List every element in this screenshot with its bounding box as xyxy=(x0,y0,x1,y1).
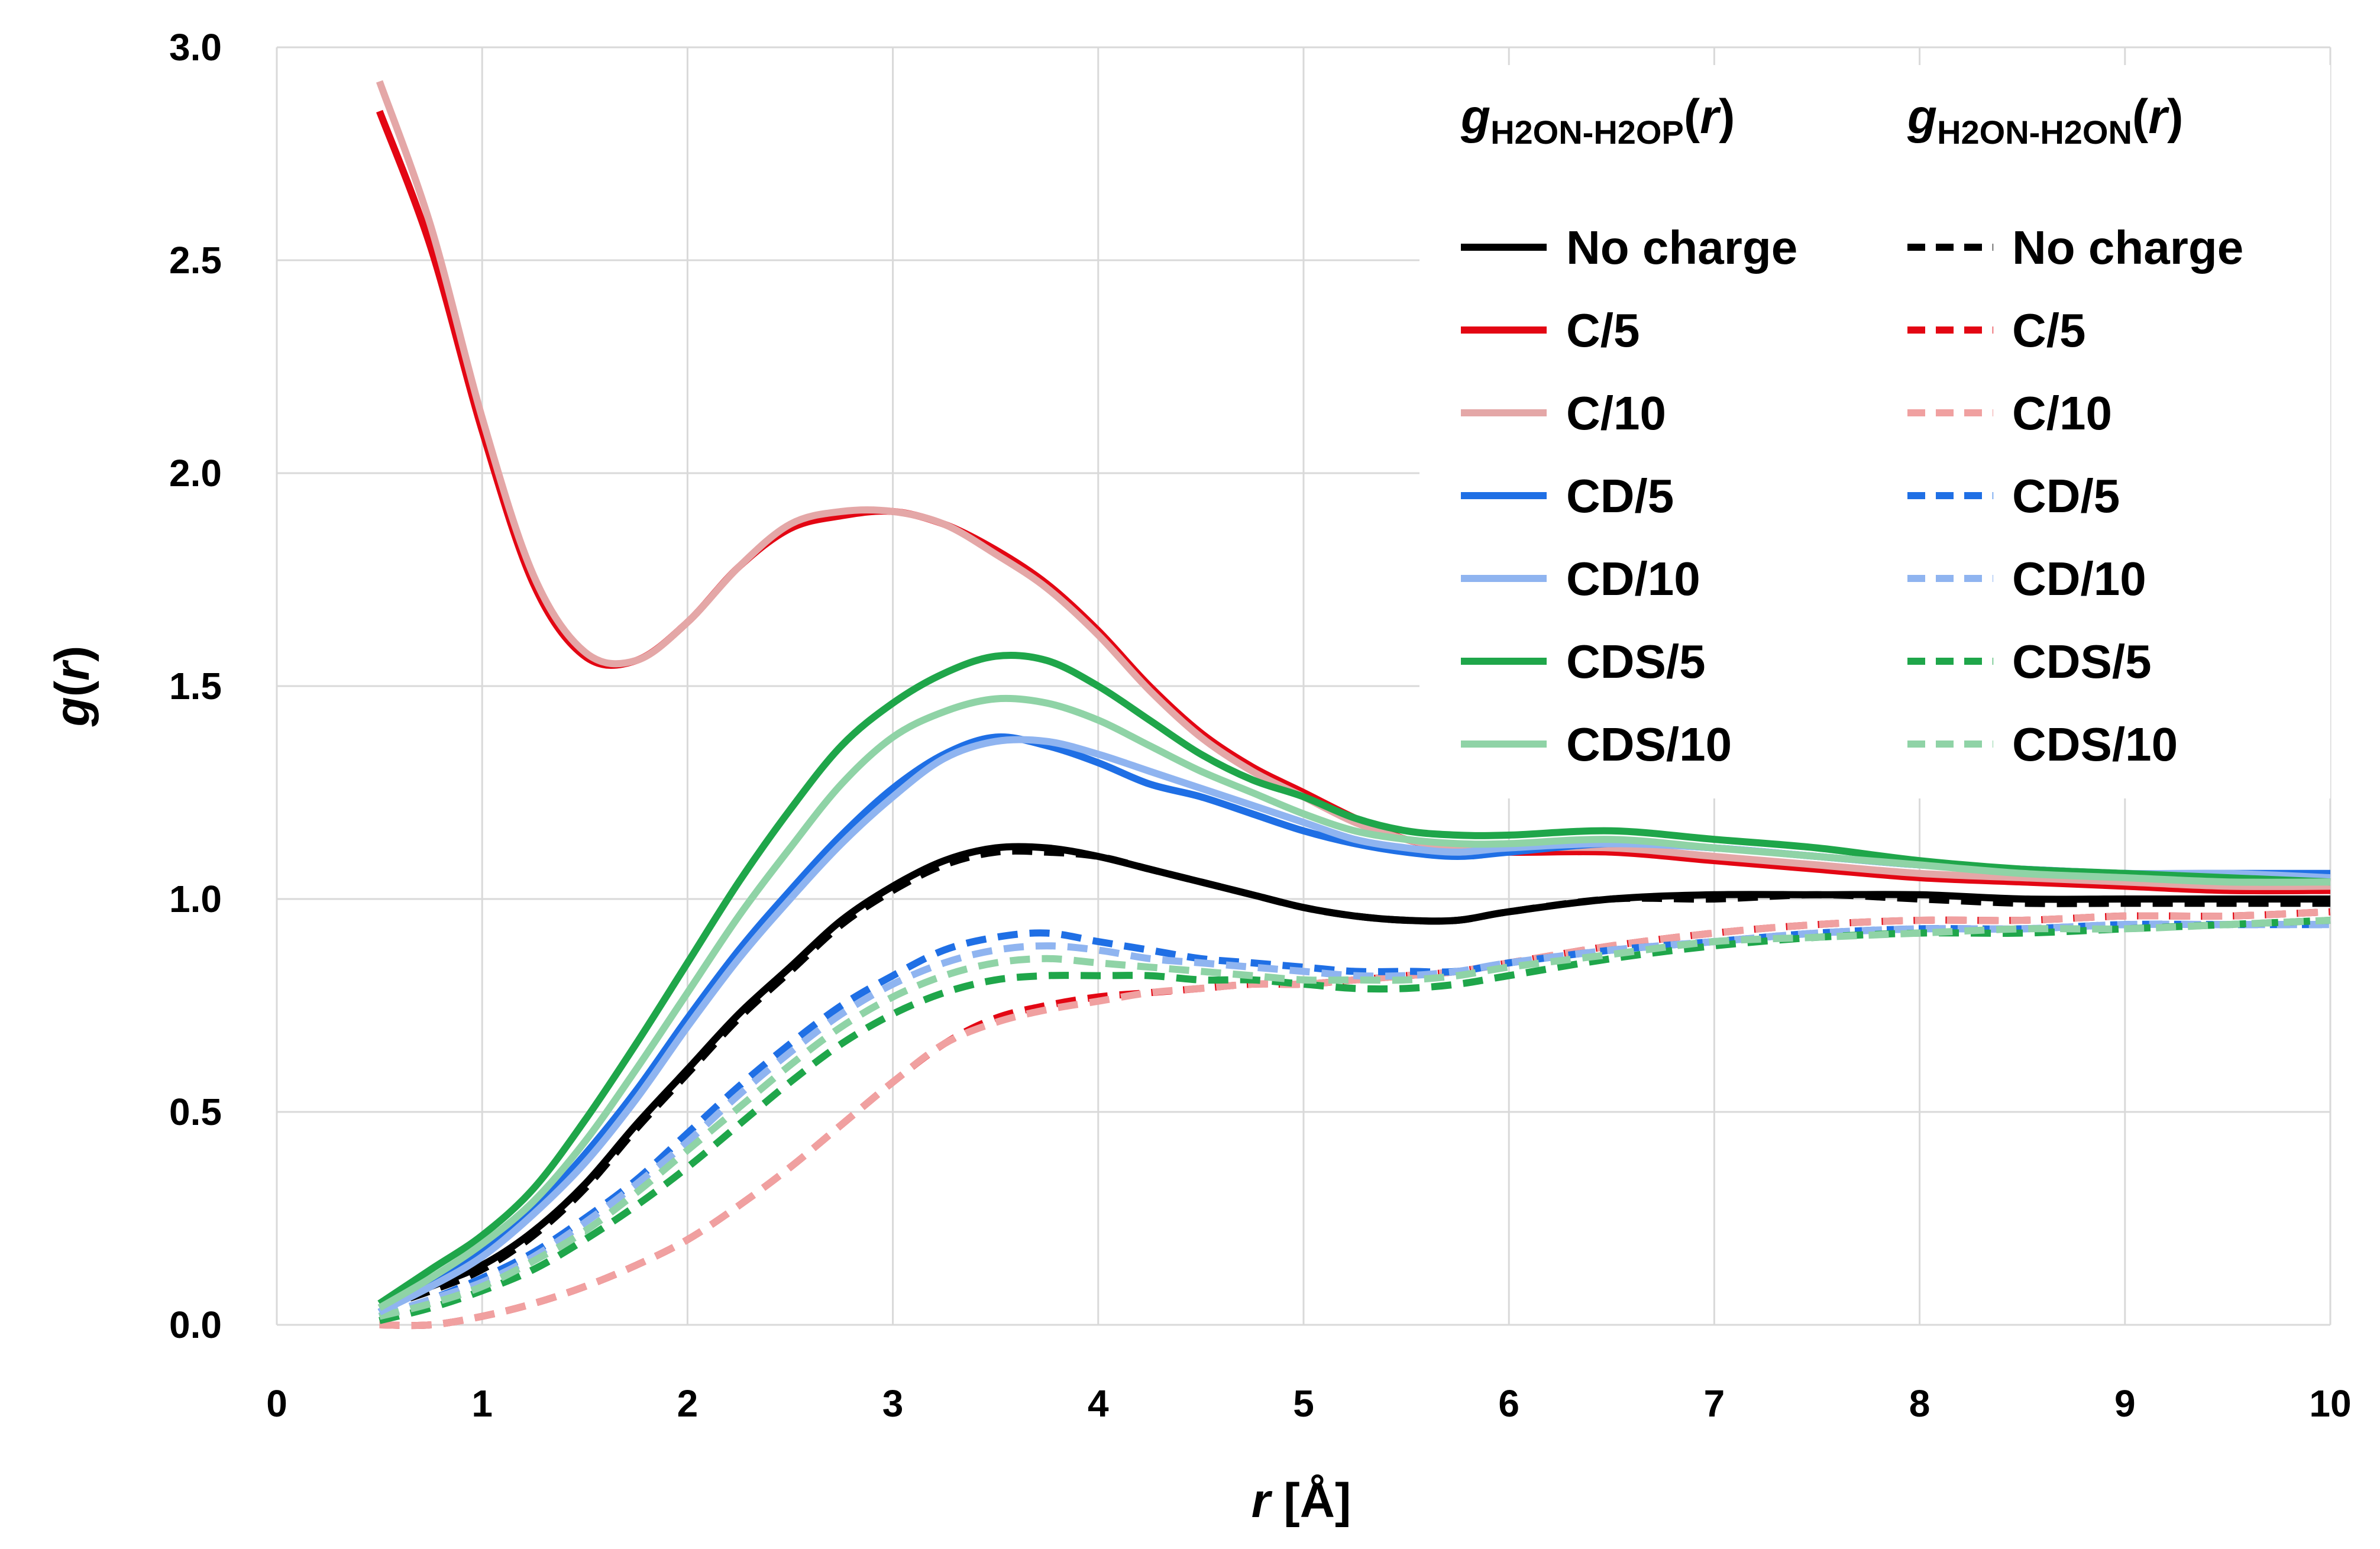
legend-label-h2op-1: C/5 xyxy=(1566,304,1640,357)
legend-backdrop xyxy=(1419,65,2330,798)
legend-label-h2on-0: No charge xyxy=(2012,221,2243,274)
x-tick-label-10: 10 xyxy=(2309,1382,2351,1425)
y-tick-label-0: 0.0 xyxy=(169,1304,222,1346)
series-line-h2on-h2on-cd-5-dashed xyxy=(378,920,2330,1320)
y-tick-label-5: 2.5 xyxy=(169,239,222,282)
x-tick-labels: 0 1 2 3 4 5 6 7 8 9 10 xyxy=(266,1382,2351,1425)
series-line-h2on-h2on-cd-10-dashed xyxy=(378,920,2330,1320)
legend-label-h2op-2: C/10 xyxy=(1566,387,1666,439)
series-layer xyxy=(376,80,2331,1330)
legend-label-h2op-0: No charge xyxy=(1566,221,1797,274)
x-tick-label-5: 5 xyxy=(1293,1382,1314,1425)
x-tick-label-2: 2 xyxy=(677,1382,699,1425)
series-line-h2on-h2on-c-10-dashed xyxy=(379,908,2331,1330)
series-line-h2on-h2op-c-10-solid xyxy=(376,80,2331,890)
x-tick-label-4: 4 xyxy=(1088,1382,1109,1425)
legend-header-h2on: gH2ON-H2ON(r) xyxy=(1907,90,2183,151)
y-tick-label-4: 2.0 xyxy=(169,452,222,494)
y-tick-label-3: 1.5 xyxy=(169,665,222,707)
x-tick-label-3: 3 xyxy=(882,1382,904,1425)
x-tick-label-6: 6 xyxy=(1498,1382,1519,1425)
series-line-h2on-h2op-cds-5-solid xyxy=(377,651,2331,1307)
legend-label-h2on-5: CDS/5 xyxy=(2012,635,2152,688)
series-line-h2on-h2on-cds-10-dashed xyxy=(379,917,2331,1320)
legend-label-h2op-5: CDS/5 xyxy=(1566,635,1706,688)
y-tick-labels: 0.0 0.5 1.0 1.5 2.0 2.5 3.0 xyxy=(169,26,222,1346)
legend-label-h2on-3: CD/5 xyxy=(2012,470,2120,522)
legend-label-h2on-2: C/10 xyxy=(2012,387,2112,439)
legend-header-h2op: gH2ON-H2OP(r) xyxy=(1460,90,1735,151)
legend-label-h2on-4: CD/10 xyxy=(2012,552,2146,605)
legend: No charge C/5 C/10 CD/5 CD/10 CDS/5 CDS/10 No c… xyxy=(1461,221,2243,771)
x-tick-label-0: 0 xyxy=(266,1382,287,1425)
x-tick-label-1: 1 xyxy=(471,1382,493,1425)
series-line-h2on-h2op-cds-10-solid xyxy=(377,694,2331,1311)
y-axis-title: g(r) xyxy=(46,646,99,727)
legend-label-h2on-6: CDS/10 xyxy=(2012,718,2178,771)
legend-label-h2op-4: CD/10 xyxy=(1566,552,1700,605)
legend-label-h2op-3: CD/5 xyxy=(1566,470,1674,522)
legend-label-h2op-6: CDS/10 xyxy=(1566,718,1732,771)
x-tick-label-9: 9 xyxy=(2114,1382,2136,1425)
y-tick-label-1: 0.5 xyxy=(169,1091,222,1133)
y-tick-label-6: 3.0 xyxy=(169,26,222,69)
y-tick-label-2: 1.0 xyxy=(169,878,222,920)
x-tick-label-8: 8 xyxy=(1909,1382,1930,1425)
x-axis-title: r [Å] xyxy=(1252,1474,1351,1528)
series-line-h2on-h2op-no-charge-solid xyxy=(378,843,2330,1311)
legend-background xyxy=(1419,65,2330,798)
x-tick-label-7: 7 xyxy=(1704,1382,1725,1425)
legend-label-h2on-1: C/5 xyxy=(2012,304,2086,357)
